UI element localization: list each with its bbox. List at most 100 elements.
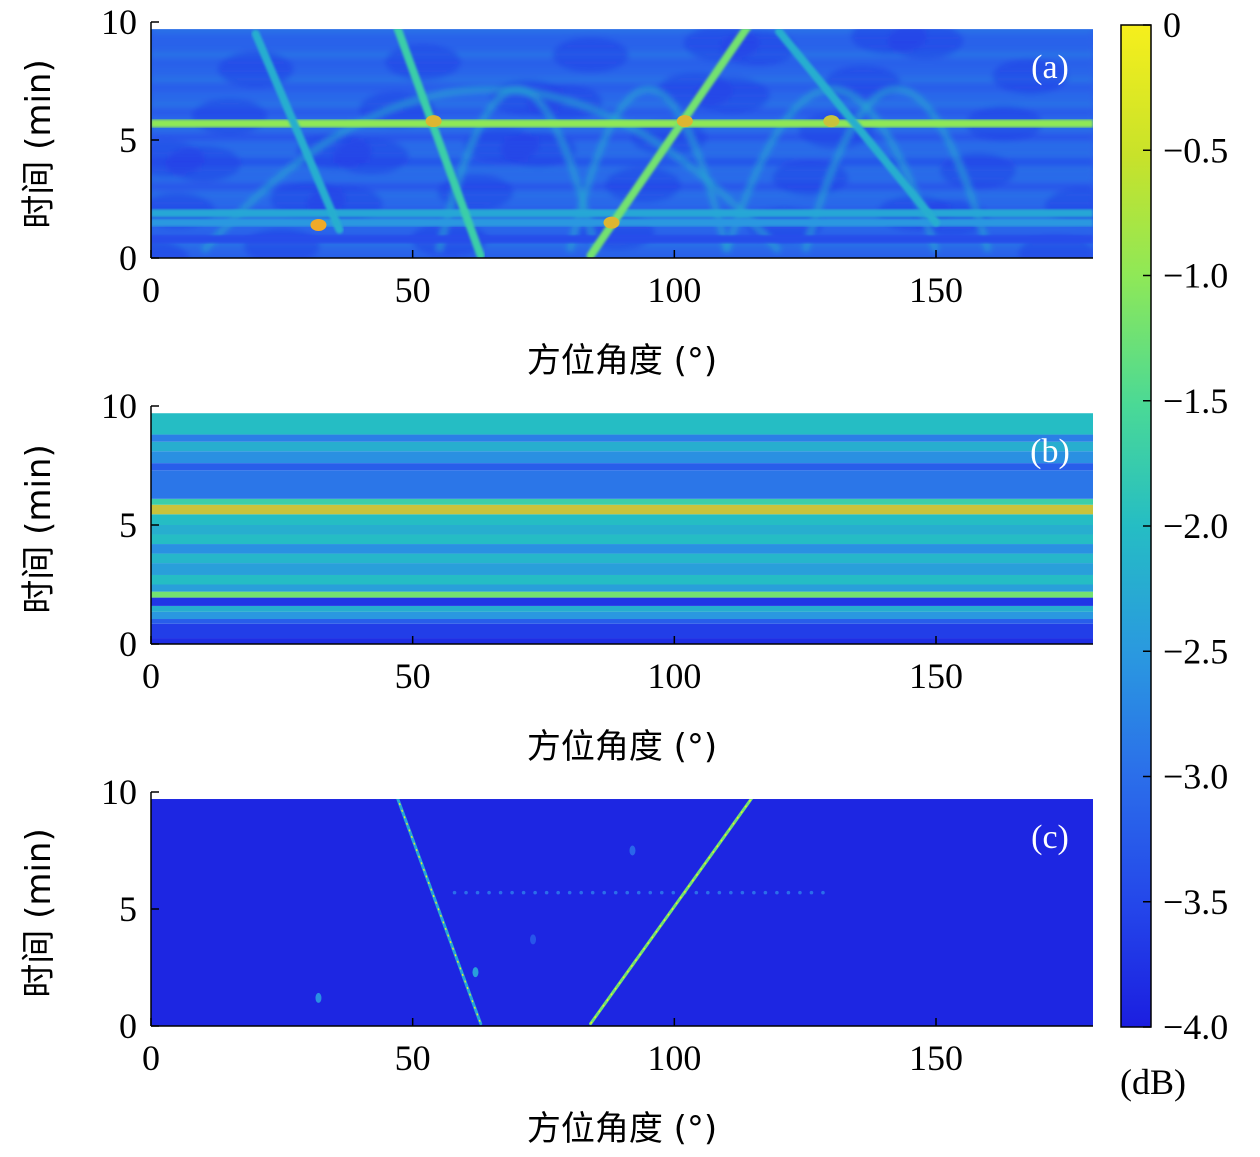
y-tick-label: 0: [119, 238, 137, 278]
dotted-row-dot: [579, 890, 583, 895]
heatmap-row: [151, 434, 1093, 442]
texture-blob: [191, 98, 268, 135]
dotted-row-dot: [763, 890, 768, 895]
hot-spot: [425, 115, 442, 128]
dotted-row-dot: [498, 890, 503, 895]
dotted-row-dot: [452, 890, 457, 895]
texture-blob: [243, 228, 320, 258]
heatmap-row: [151, 470, 1093, 499]
texture-stripe: [151, 134, 1093, 141]
x-tick-label: 150: [909, 270, 963, 310]
dotted-row-dot: [521, 890, 526, 895]
y-tick-label: 10: [101, 386, 137, 426]
dotted-row-dot: [567, 890, 572, 895]
texture-blob: [151, 240, 189, 258]
colorbar-tick-label: −1.5: [1163, 381, 1228, 421]
texture-stripe: [151, 92, 1093, 99]
dotted-row-dot: [740, 890, 745, 895]
texture-stripe: [151, 249, 1093, 256]
texture-arc: [802, 86, 992, 252]
texture-stripe: [151, 29, 1093, 33]
x-axis-label: 方位角度 (°): [527, 1109, 717, 1149]
dotted-row-dot: [602, 890, 607, 895]
texture-stripe: [151, 76, 1093, 83]
heatmap-row: [151, 605, 1093, 612]
dotted-row-dot: [544, 890, 549, 895]
y-tick-label: 0: [119, 624, 137, 664]
y-tick-label: 10: [101, 772, 137, 812]
texture-stripe: [151, 150, 1093, 157]
colorbar-tick-label: −2.5: [1163, 631, 1228, 671]
heatmap-area: [151, 29, 1093, 258]
dotted-row-dot: [694, 890, 699, 895]
colorbar-ticks: 0 −0.5 −1.0 −1.5 −2.0 −2.5 −3.0 −3.5 −4.0: [1143, 5, 1228, 1047]
x-tick-label: 100: [647, 270, 701, 310]
heatmap-row: [151, 413, 1093, 435]
heatmap-row: [151, 574, 1093, 585]
x-tick-label: 50: [395, 656, 431, 696]
texture-blob: [552, 37, 629, 74]
dotted-row-dot: [464, 890, 468, 895]
x-tick-label: 150: [909, 1038, 963, 1078]
texture-stripe: [151, 84, 1093, 91]
texture-blob: [850, 29, 927, 55]
colorbar-tick-label: 0: [1163, 5, 1181, 45]
speckle: [472, 967, 479, 978]
dotted-row-dot: [533, 890, 537, 895]
speckle: [315, 992, 322, 1003]
dotted-row-dot: [590, 890, 595, 895]
heatmap-row: [151, 563, 1093, 575]
horizontal-band: [151, 119, 1093, 128]
speckle: [629, 845, 636, 856]
y-tick-label: 5: [119, 505, 137, 545]
dotted-row-dot: [671, 890, 676, 895]
panel-label: (c): [1031, 819, 1069, 856]
heatmap-row: [151, 525, 1093, 535]
texture-stripe: [151, 109, 1093, 116]
x-tick-label: 100: [647, 656, 701, 696]
colorbar-tick-label: −3.5: [1163, 882, 1228, 922]
heatmap-row: [151, 597, 1093, 606]
texture-blob: [151, 140, 205, 177]
dotted-row-dot: [636, 890, 641, 895]
dotted-row-dot: [475, 890, 480, 895]
texture-arc: [435, 86, 599, 252]
y-tick-label: 10: [101, 2, 137, 42]
heatmap-row: [151, 463, 1093, 471]
heatmap-row: [151, 591, 1093, 598]
panel-a: 0 50 100 150 0 5 10 方位角度 (°) 时间 (min) (a): [19, 2, 1093, 381]
panel-label: (b): [1030, 433, 1070, 470]
x-tick-label: 0: [142, 1038, 160, 1078]
x-axis-label: 方位角度 (°): [527, 727, 717, 767]
colorbar: 0 −0.5 −1.0 −1.5 −2.0 −2.5 −3.0 −3.5 −4.0 (dB): [1120, 5, 1228, 1102]
heatmap-area: [151, 799, 1093, 1026]
heatmap-row: [151, 451, 1093, 464]
panel-b: 0 50 100 150 0 5 10 方位角度 (°) 时间 (min) (b): [19, 386, 1093, 767]
dotted-row-dot: [809, 890, 814, 895]
heatmap-row: [151, 504, 1093, 515]
texture-blob: [385, 44, 462, 81]
x-tick-label: 0: [142, 270, 160, 310]
x-axis-label: 方位角度 (°): [527, 341, 717, 381]
target-track: [251, 29, 344, 234]
dotted-row-dot: [706, 890, 710, 895]
hot-spot: [310, 218, 327, 231]
texture-blob: [296, 133, 373, 170]
dotted-row-dot: [613, 890, 618, 895]
colorbar-tick-label: −4.0: [1163, 1007, 1228, 1047]
texture-stripe: [151, 125, 1093, 132]
y-tick-label: 5: [119, 120, 137, 160]
heatmap-row: [151, 544, 1093, 554]
dotted-row-dot: [786, 890, 791, 895]
dotted-row-dot: [717, 890, 722, 895]
colorbar-tick-label: −1.0: [1163, 256, 1228, 296]
horizontal-band: [151, 235, 1093, 244]
heatmap-row: [151, 619, 1093, 624]
target-track: [586, 29, 751, 258]
x-tick-label: 150: [909, 656, 963, 696]
heatmap-row: [151, 534, 1093, 545]
x-tick-label: 50: [395, 270, 431, 310]
target-track-highlight: [397, 799, 482, 1024]
texture-blob: [992, 58, 1069, 95]
heatmap-row: [151, 498, 1093, 505]
